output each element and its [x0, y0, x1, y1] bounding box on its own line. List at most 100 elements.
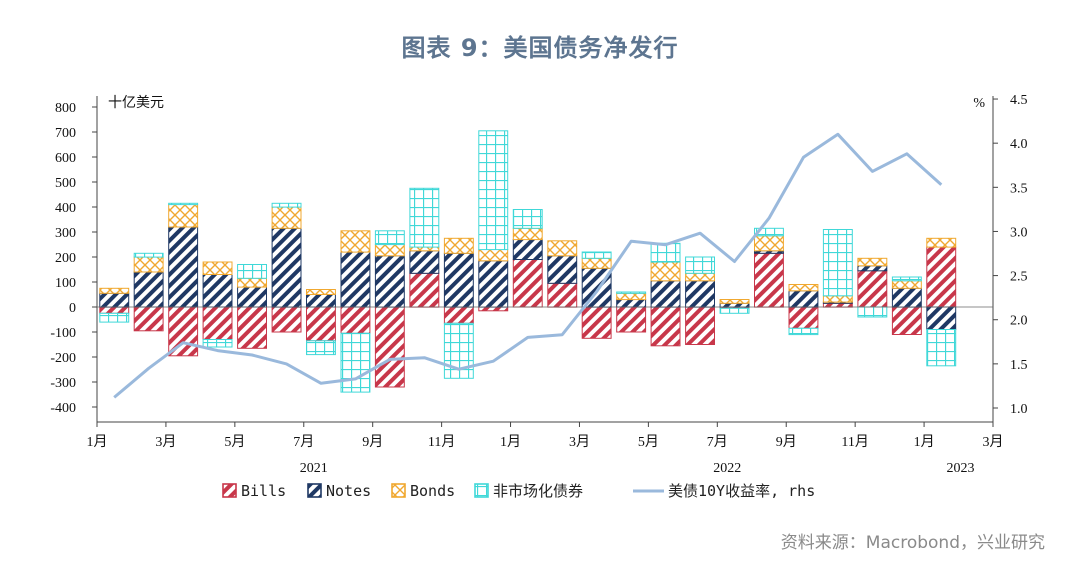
bar-nonmarket-2021-07 [306, 340, 336, 356]
y2-tick-label: 2.5 [1010, 270, 1028, 285]
bar-bonds-2021-09 [374, 244, 405, 257]
bar-bills-2022-12 [891, 306, 922, 335]
y-tick-label: 300 [55, 226, 76, 241]
y-tick-label: -300 [50, 376, 76, 391]
y2-tick-label: 3.5 [1010, 181, 1028, 196]
bar-bonds-2023-01 [926, 237, 957, 248]
bar-notes-2022-05 [650, 280, 681, 308]
bar-bonds-2022-11 [857, 257, 888, 267]
right-unit-label: % [973, 96, 985, 111]
bar-bills-2022-10 [822, 302, 853, 308]
bar-notes-2022-03 [581, 267, 612, 308]
bar-nonmarket-2021-01 [99, 312, 130, 323]
bar-nonmarket-2021-03 [168, 202, 199, 206]
axes-layer [92, 96, 998, 427]
x-tick-label: 5月 [638, 434, 659, 450]
bar-notes-2021-03 [168, 226, 199, 308]
bar-bonds-2021-02 [133, 256, 164, 273]
x-tick-label: 7月 [707, 434, 728, 450]
y-tick-label: -100 [50, 326, 76, 341]
labels-layer: 800 700 600 500 400 300 200 100 0 -100 -200 -300 -40… [50, 93, 1027, 476]
y2-tick-label: 2.0 [1010, 314, 1028, 329]
bar-bonds-2022-07 [719, 299, 750, 304]
y2-tick-label: 1.0 [1010, 402, 1028, 417]
x-year-label-2022: 2022 [713, 461, 741, 476]
bar-nonmarket-2022-03 [581, 251, 612, 259]
bar-bonds-2022-04 [616, 292, 647, 301]
bar-nonmarket-2022-12 [891, 276, 922, 282]
bar-bonds-2021-12 [478, 249, 509, 262]
y-tick-label: 0 [69, 301, 76, 316]
bar-nonmarket-2021-09 [374, 230, 405, 246]
legend-label-nonmarket: 非市场化债券 [493, 482, 583, 500]
bar-bonds-2022-02 [547, 240, 578, 257]
x-tick-label: 9月 [362, 434, 383, 450]
bar-bills-2022-02 [547, 282, 578, 308]
legend-swatch-notes [307, 483, 322, 498]
bar-bills-2021-05 [237, 306, 268, 349]
x-tick-label: 1月 [87, 434, 108, 450]
x-year-label-2021: 2021 [300, 461, 328, 476]
bar-nonmarket-2022-06 [685, 256, 715, 274]
bar-nonmarket-2021-05 [237, 264, 268, 279]
legend-swatch-nonmarket [474, 483, 489, 498]
bar-nonmarket-2021-08 [340, 332, 371, 393]
y-tick-label: -200 [50, 351, 76, 366]
bar-bills-2021-03 [168, 306, 199, 357]
bar-nonmarket-2021-06 [271, 202, 302, 208]
bar-bonds-2021-05 [237, 277, 268, 288]
bar-nonmarket-2021-12 [478, 130, 509, 251]
bar-bonds-2021-01 [99, 287, 130, 294]
legend-label-notes: Notes [326, 482, 371, 500]
bar-bonds-2021-08 [340, 230, 371, 253]
bar-bonds-2022-12 [891, 280, 922, 289]
bar-bills-2021-02 [133, 306, 164, 332]
bar-bonds-2021-03 [168, 204, 199, 228]
legend-swatch-bonds [391, 483, 406, 498]
bar-notes-2021-11 [443, 252, 474, 308]
y2-tick-label: 4.5 [1010, 93, 1028, 108]
bar-bills-2021-08 [340, 306, 371, 334]
bar-notes-2022-04 [616, 299, 647, 308]
bar-bonds-2022-06 [685, 272, 715, 282]
legend: Bills Notes Bonds 非市场化债券 美债10Y收益率, rhs [222, 482, 815, 500]
bar-notes-2022-11 [857, 265, 888, 272]
bar-bonds-2022-05 [650, 261, 681, 282]
x-year-label-2023: 2023 [947, 461, 975, 476]
bar-bills-2021-01 [99, 306, 130, 314]
bar-notes-2022-06 [685, 280, 715, 308]
bar-bonds-2022-10 [822, 295, 853, 303]
bar-bills-2021-06 [271, 306, 302, 333]
legend-swatch-bills [222, 483, 237, 498]
y2-tick-label: 1.5 [1010, 358, 1028, 373]
bar-bonds-2022-09 [788, 284, 819, 292]
bar-bonds-2021-11 [443, 237, 474, 254]
bar-nonmarket-2021-10 [409, 187, 440, 248]
bar-notes-2021-01 [99, 292, 130, 308]
bar-bills-2022-11 [857, 270, 888, 308]
bar-bills-2021-04 [202, 306, 233, 340]
bar-bills-2022-06 [685, 306, 715, 345]
bar-notes-2022-07 [719, 302, 750, 308]
y-tick-label: 200 [55, 251, 76, 266]
legend-label-yield: 美债10Y收益率, rhs [668, 482, 815, 500]
bar-bonds-2022-03 [581, 257, 612, 269]
legend-label-bonds: Bonds [410, 482, 455, 500]
bar-bills-2022-01 [512, 259, 543, 308]
bar-notes-2022-09 [788, 290, 819, 308]
bar-notes-2021-04 [202, 274, 233, 308]
bar-notes-2021-08 [340, 251, 371, 308]
x-tick-label: 1月 [914, 434, 935, 450]
x-tick-label: 3月 [155, 434, 176, 450]
bar-nonmarket-2022-11 [857, 306, 888, 318]
bar-notes-2021-05 [237, 286, 268, 308]
bar-notes-2021-10 [409, 250, 440, 274]
bars-layer [99, 130, 957, 393]
bar-notes-2021-02 [133, 271, 164, 308]
bar-nonmarket-2022-10 [822, 229, 853, 297]
x-tick-label: 1月 [500, 434, 521, 450]
bar-bills-2022-04 [616, 306, 647, 333]
y2-tick-label: 3.0 [1010, 225, 1028, 240]
x-tick-label: 11月 [841, 434, 868, 450]
bar-nonmarket-2022-09 [788, 327, 819, 336]
